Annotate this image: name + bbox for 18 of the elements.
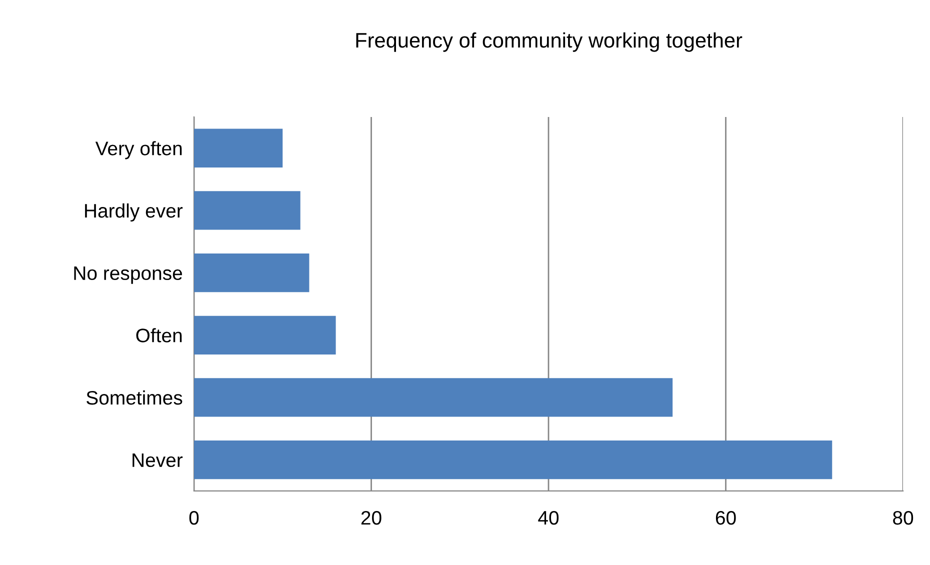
y-tick-label: No response — [74, 266, 182, 284]
chart-title: Frequency of community working together — [356, 32, 742, 52]
x-tick-label: 60 — [716, 510, 736, 525]
bar — [194, 191, 300, 230]
bar — [194, 128, 283, 168]
y-tick-label: Very often — [95, 141, 182, 160]
x-tick-label: 40 — [538, 510, 559, 525]
y-tick-label: Never — [132, 453, 183, 468]
bar — [194, 316, 336, 354]
x-tick-label: 80 — [893, 510, 914, 525]
x-tick-label: 20 — [361, 510, 382, 525]
y-tick-label: Often — [136, 328, 182, 342]
bar — [194, 253, 310, 292]
bar — [194, 378, 673, 417]
y-tick-label: Sometimes — [86, 390, 182, 405]
x-tick-label: 0 — [189, 510, 199, 525]
y-tick-label: Hardly ever — [85, 203, 183, 222]
bar — [194, 440, 832, 480]
